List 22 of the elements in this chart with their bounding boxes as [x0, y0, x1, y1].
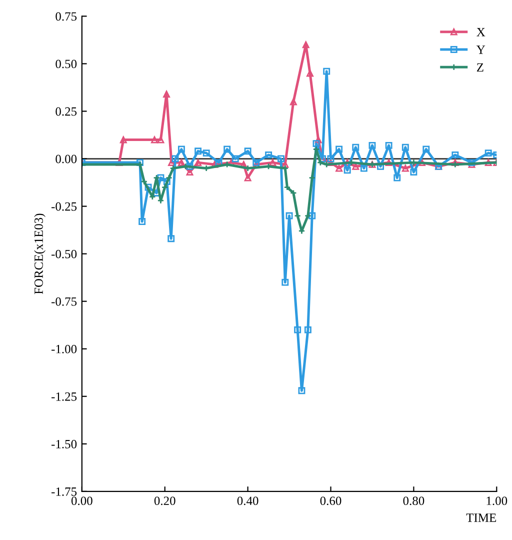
- x-tick-label: 0.60: [320, 496, 342, 506]
- y-tick-label: -1.75: [51, 487, 77, 496]
- y-tick-label: 0.75: [56, 12, 77, 21]
- y-tick-label: -1.25: [51, 392, 77, 401]
- x-tick-label: 0.20: [154, 496, 176, 506]
- x-tick-label: 1.00: [486, 496, 508, 506]
- x-tick-label: 0.80: [403, 496, 424, 506]
- legend-label: X: [476, 28, 486, 36]
- y-tick-label: 0.00: [56, 154, 77, 164]
- x-axis-title: TIME: [466, 514, 496, 522]
- y-axis-title: FORCE(x1E03): [34, 214, 46, 294]
- legend-label: Z: [476, 63, 484, 72]
- y-tick-label: 0.50: [56, 60, 77, 68]
- x-tick-label: 0.40: [237, 496, 258, 506]
- y-tick-label: -0.25: [51, 202, 77, 211]
- y-tick-label: -1.00: [51, 344, 77, 354]
- y-tick-label: -1.50: [51, 440, 77, 448]
- y-tick-label: -0.50: [51, 250, 77, 258]
- x-tick-label: 0.00: [71, 496, 92, 506]
- legend-label: Y: [476, 46, 486, 54]
- y-tick-label: -0.75: [51, 297, 77, 306]
- y-tick-label: 0.25: [56, 107, 77, 116]
